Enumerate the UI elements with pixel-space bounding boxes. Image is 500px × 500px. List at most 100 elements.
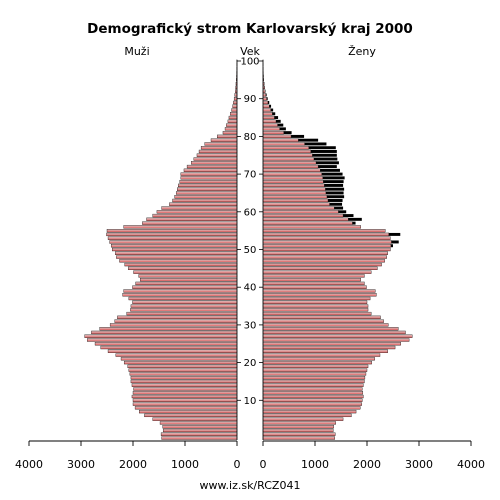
female-bar-age-68 [262, 179, 324, 184]
female-bar-age-13 [262, 387, 363, 391]
female-bar-age-35 [262, 304, 369, 308]
female-excess-bar-age-60 [338, 210, 347, 214]
male-bar-age-78 [204, 142, 238, 146]
female-excess-bar-age-57 [352, 221, 356, 225]
female-bar-age-83 [262, 123, 278, 127]
female-excess-bar-age-85 [274, 116, 279, 120]
female-excess-bar-age-68 [323, 180, 344, 184]
female-bar-age-40 [262, 285, 367, 289]
male-bar-age-86 [230, 112, 238, 116]
male-bar-age-1 [160, 432, 238, 436]
male-bar-age-89 [233, 100, 238, 105]
x-axes: 0 0 1000 1000 2000 2000 3000 3000 4000 4000 [15, 440, 485, 471]
female-bar-age-9 [262, 402, 362, 406]
female-bar-age-51 [262, 244, 392, 248]
footer-source: www.iz.sk/RCZ041 [200, 479, 301, 492]
males-bars [84, 59, 238, 440]
female-bar-age-66 [262, 187, 326, 191]
female-bar-age-15 [262, 379, 365, 384]
female-bar-age-23 [262, 349, 388, 353]
female-bar-age-89 [262, 100, 269, 105]
x-tick-label-males-0: 0 [234, 458, 241, 471]
female-bar-age-24 [262, 345, 396, 350]
male-bar-age-65 [175, 191, 238, 195]
female-excess-bar-age-78 [304, 142, 327, 146]
female-bar-age-75 [262, 153, 313, 157]
male-bar-age-63 [172, 198, 238, 203]
male-bar-age-37 [128, 296, 238, 301]
female-bar-age-30 [262, 323, 389, 327]
males-label: Muži [124, 45, 149, 58]
age-tick-label-50: 50 [244, 245, 257, 256]
male-bar-age-22 [115, 353, 238, 357]
female-bar-age-26 [262, 338, 410, 342]
male-bar-age-9 [132, 402, 238, 406]
female-excess-bar-age-52 [391, 240, 399, 244]
age-axis: 10 20 30 40 50 60 70 80 90 100 [236, 57, 264, 440]
female-bar-age-60 [262, 210, 339, 214]
female-excess-bar-age-51 [390, 244, 393, 248]
age-tick-label-80: 80 [244, 132, 257, 143]
females-label: Ženy [348, 45, 376, 58]
female-excess-bar-age-62 [329, 202, 343, 206]
male-bar-age-54 [106, 232, 238, 237]
female-bar-age-67 [262, 183, 325, 188]
male-bar-age-70 [180, 172, 238, 176]
female-bar-age-5 [262, 417, 344, 421]
age-tick-label-100: 100 [240, 57, 259, 68]
female-excess-bar-age-72 [318, 165, 337, 169]
male-bar-age-13 [133, 387, 238, 391]
male-bar-age-27 [84, 334, 238, 338]
female-bar-age-80 [262, 134, 292, 139]
male-bar-age-20 [123, 360, 238, 365]
male-bar-age-14 [131, 383, 238, 387]
age-tick-label-90: 90 [244, 94, 257, 105]
male-bar-age-87 [231, 108, 238, 112]
female-excess-bar-age-70 [321, 172, 343, 176]
female-bar-age-86 [262, 112, 273, 116]
female-bar-age-20 [262, 360, 372, 365]
x-tick-label-males-3000: 3000 [67, 458, 95, 471]
female-excess-bar-age-76 [310, 150, 337, 153]
male-bar-age-17 [129, 372, 238, 376]
male-bar-age-28 [91, 330, 238, 335]
female-bar-age-78 [262, 142, 305, 146]
male-bar-age-8 [134, 406, 238, 410]
female-bar-age-53 [262, 236, 391, 240]
male-bar-age-53 [107, 236, 238, 240]
female-bar-age-61 [262, 206, 335, 210]
female-bar-age-46 [262, 262, 382, 267]
male-bar-age-33 [126, 311, 238, 316]
female-bar-age-76 [262, 149, 312, 154]
male-bar-age-39 [123, 289, 238, 293]
male-bar-age-69 [180, 176, 238, 180]
male-bar-age-41 [135, 281, 238, 286]
male-bar-age-68 [179, 179, 238, 184]
male-bar-age-10 [132, 398, 238, 402]
male-bar-age-79 [210, 138, 238, 142]
male-bar-age-62 [169, 202, 238, 206]
male-bar-age-45 [128, 266, 238, 270]
female-excess-bar-age-79 [298, 138, 319, 142]
female-bar-age-34 [262, 308, 369, 312]
male-bar-age-49 [115, 251, 238, 255]
female-bar-age-87 [262, 108, 271, 112]
x-tick-label-females-1000: 1000 [301, 458, 329, 471]
male-bar-age-55 [106, 229, 238, 233]
female-bar-age-33 [262, 311, 372, 316]
x-tick-label-females-3000: 3000 [405, 458, 433, 471]
female-bar-age-48 [262, 255, 387, 259]
age-tick-label-60: 60 [244, 207, 257, 218]
male-bar-age-6 [144, 413, 238, 418]
female-bar-age-29 [262, 327, 399, 331]
female-excess-bar-age-84 [276, 119, 281, 123]
female-bar-age-72 [262, 164, 319, 169]
female-excess-bar-age-64 [326, 195, 345, 199]
male-bar-age-3 [162, 425, 238, 429]
male-bar-age-76 [198, 149, 238, 154]
male-bar-age-80 [217, 134, 238, 139]
female-bar-age-10 [262, 398, 363, 402]
male-bar-age-47 [119, 259, 238, 263]
female-bar-age-56 [262, 225, 361, 229]
male-bar-age-23 [107, 349, 238, 353]
